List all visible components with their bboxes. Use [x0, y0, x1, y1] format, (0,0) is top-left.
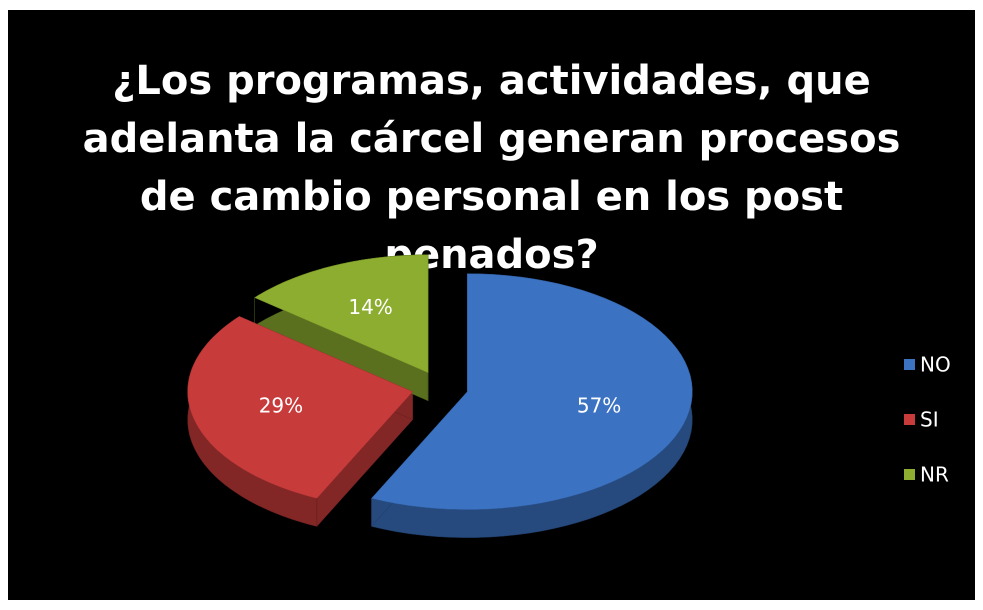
data-label: 14%	[348, 295, 392, 319]
legend-label: NR	[920, 463, 949, 487]
legend-swatch	[904, 359, 915, 370]
data-label: 57%	[577, 394, 621, 418]
slice	[187, 316, 414, 499]
legend-swatch	[904, 414, 915, 425]
legend-swatch	[904, 469, 915, 480]
legend-label: NO	[920, 353, 951, 377]
slice	[254, 254, 429, 374]
legend-label: SI	[920, 408, 939, 432]
slice	[371, 273, 693, 510]
data-label: 29%	[259, 394, 303, 418]
